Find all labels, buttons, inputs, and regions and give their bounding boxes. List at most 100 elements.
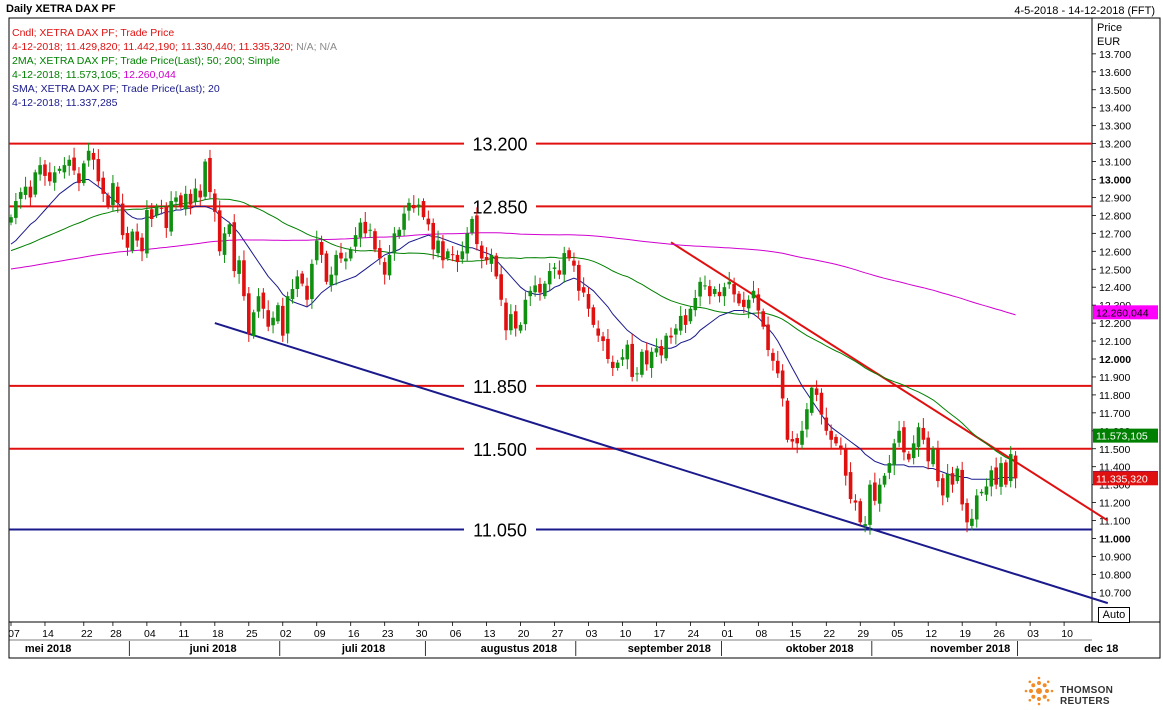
x-tick-label: 03 <box>1027 628 1039 640</box>
legend-candle-name: Cndl; XETRA DAX PF; Trade Price <box>12 27 175 39</box>
brand-name: THOMSON REUTERS <box>1060 685 1114 707</box>
y-tick-label: 13.700 <box>1099 49 1131 61</box>
candle-body <box>310 263 314 300</box>
x-tick-label: 10 <box>1061 628 1073 640</box>
candle-body <box>261 292 266 309</box>
candle-body <box>246 293 251 334</box>
candle-body <box>931 448 935 465</box>
y-tick-label: 13.200 <box>1099 139 1131 151</box>
plot-border <box>8 17 1093 623</box>
candle-body <box>227 224 232 235</box>
candle-body <box>581 287 586 293</box>
candle-body <box>615 362 620 368</box>
x-tick-label: 12 <box>925 628 937 640</box>
candle-body <box>907 453 911 460</box>
legend-sma-values: 4-12-2018; 11.337,285 <box>12 97 118 109</box>
x-tick-label: 07 <box>8 628 20 640</box>
candle-body <box>523 299 528 325</box>
candle-body <box>834 436 838 444</box>
candle-body <box>955 468 960 482</box>
y-tick-label: 12.800 <box>1099 210 1131 222</box>
candle-body <box>999 463 1003 487</box>
legend-2ma-values: 4-12-2018; 11.573,105; <box>12 69 121 81</box>
candle-body <box>232 222 237 272</box>
y-tick-label: 13.100 <box>1099 157 1131 169</box>
candle-body <box>72 157 76 171</box>
x-tick-label: 30 <box>416 628 428 640</box>
candle-body <box>1008 454 1013 482</box>
x-tick-label: 16 <box>348 628 360 640</box>
x-tick-label: 03 <box>586 628 598 640</box>
candle-body <box>213 193 217 212</box>
candle-body <box>392 233 397 253</box>
candle-body <box>416 204 421 208</box>
candle-body <box>125 232 130 248</box>
y-tick-label: 12.500 <box>1099 264 1131 276</box>
candle-body <box>358 222 363 238</box>
x-tick-label: 25 <box>246 628 258 640</box>
candle-body <box>67 159 72 166</box>
candle-body <box>873 482 877 501</box>
auto-scale-button[interactable]: Auto <box>1098 607 1130 623</box>
candle-body <box>547 271 552 285</box>
y-tick-label: 12.000 <box>1099 354 1131 366</box>
candle-body <box>164 206 169 228</box>
candle-body <box>795 437 799 444</box>
candle-body <box>421 201 426 218</box>
candle-body <box>436 240 440 254</box>
candle-body <box>96 159 101 182</box>
candle-body <box>824 417 829 431</box>
candle-body <box>479 245 484 259</box>
candle-body <box>242 260 246 297</box>
candle-body <box>649 351 654 368</box>
candle-body <box>101 177 106 194</box>
candle-body <box>805 409 809 430</box>
y-tick-label: 12.100 <box>1099 336 1131 348</box>
candle-body <box>57 168 62 171</box>
candle-body <box>727 281 732 285</box>
candle-body <box>819 392 824 415</box>
candle-body <box>460 251 465 260</box>
x-tick-label: 09 <box>314 628 326 640</box>
candle-body <box>465 233 469 254</box>
candle-body <box>843 448 848 476</box>
level-label-bg <box>464 195 536 218</box>
chart-title: Daily XETRA DAX PF <box>6 3 116 15</box>
candle-body <box>712 288 717 295</box>
candle-body <box>974 495 979 520</box>
candle-body <box>698 281 702 297</box>
candle-body <box>644 350 649 365</box>
y-tick-label: 13.000 <box>1099 175 1131 187</box>
candle-body <box>513 311 518 329</box>
candle-body <box>829 430 833 440</box>
y-tick-label: 11.100 <box>1099 516 1130 528</box>
y-tick-label: 13.500 <box>1099 85 1131 97</box>
candle-body <box>504 302 508 331</box>
candle-body <box>280 305 285 336</box>
candle-body <box>145 210 149 254</box>
x-tick-label: 22 <box>81 628 93 640</box>
price-marker-label: 11.573,105 <box>1096 431 1148 443</box>
candle-body <box>562 253 567 275</box>
candle-body <box>48 172 52 182</box>
legend: Cndl; XETRA DAX PF; Trade Price 4-12-201… <box>12 26 337 110</box>
candle-body <box>586 294 591 309</box>
candle-body <box>130 231 135 251</box>
candle-body <box>863 524 867 526</box>
y-tick-label: 13.300 <box>1099 121 1131 133</box>
candle-body <box>567 250 571 259</box>
y-tick-label: 10.900 <box>1099 551 1131 563</box>
candle-body <box>251 312 256 337</box>
candle-body <box>693 297 698 311</box>
level-label-bg <box>464 132 536 155</box>
candle-body <box>732 283 736 295</box>
candle-body <box>775 360 780 374</box>
candle-body <box>159 207 164 209</box>
candle-body <box>38 165 42 175</box>
legend-sma-name: SMA; XETRA DAX PF; Trade Price(Last); 20 <box>12 83 220 95</box>
candle-body <box>601 336 605 342</box>
candle-body <box>868 484 872 525</box>
candle-body <box>183 193 188 210</box>
candle-body <box>499 274 503 300</box>
candle-body <box>751 290 756 299</box>
